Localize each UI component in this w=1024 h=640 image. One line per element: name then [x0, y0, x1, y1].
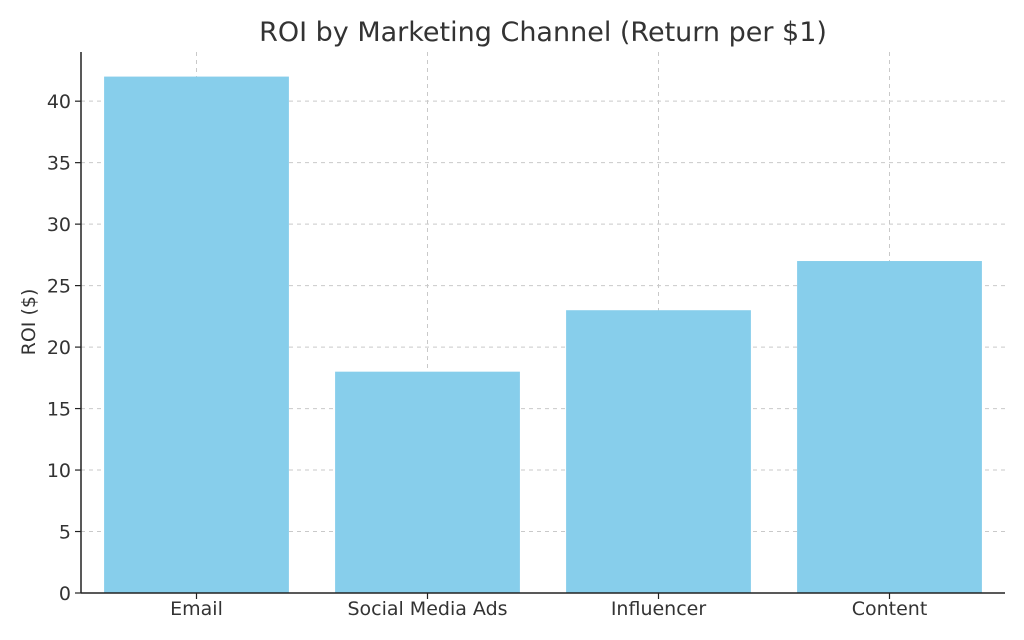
y-tick-label-5: 25 [47, 276, 71, 298]
y-tick-label-8: 40 [47, 91, 71, 113]
y-tick-label-1: 5 [59, 522, 71, 544]
y-tick-label-6: 30 [47, 214, 71, 236]
chart-title: ROI by Marketing Channel (Return per $1) [259, 17, 827, 48]
x-tick-label-email: Email [170, 598, 223, 620]
x-tick-label-content: Content [852, 598, 928, 620]
bar-social-media-ads [335, 371, 520, 593]
x-tick-label-influencer: Influencer [611, 598, 707, 620]
tick-labels: 0 5 10 15 20 25 30 35 40 Email Social Media Ads Inf… [47, 91, 927, 620]
y-tick-label-2: 10 [47, 460, 71, 482]
y-axis-label: ROI ($) [18, 289, 40, 356]
y-tick-label-4: 20 [47, 337, 71, 359]
y-tick-label-0: 0 [59, 583, 71, 605]
axes [80, 52, 1005, 594]
y-tick-label-7: 35 [47, 153, 71, 175]
bar-influencer [566, 310, 751, 593]
x-tick-label-social-media-ads: Social Media Ads [347, 598, 507, 620]
y-tick-label-3: 15 [47, 399, 71, 421]
bar-email [104, 76, 289, 593]
bar-content [797, 261, 982, 593]
bars [104, 76, 982, 593]
